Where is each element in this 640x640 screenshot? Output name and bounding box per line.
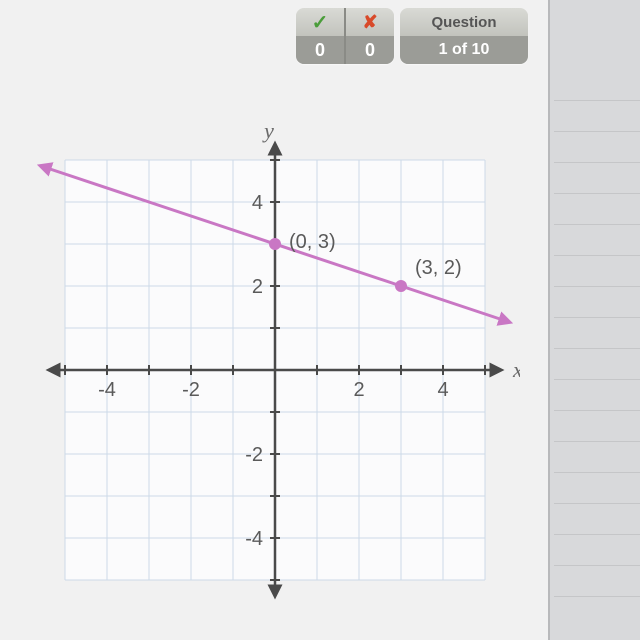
question-panel[interactable]: Question 1 of 10: [400, 8, 528, 64]
check-icon: ✓: [312, 10, 329, 35]
x-icon: ✘: [362, 12, 377, 33]
correct-header: ✓: [296, 8, 344, 36]
score-panel: ✓ ✘ 0 0: [296, 8, 394, 64]
svg-text:-2: -2: [182, 379, 200, 401]
svg-text:2: 2: [353, 379, 364, 401]
incorrect-header: ✘: [346, 8, 394, 36]
svg-text:(3, 2): (3, 2): [415, 257, 462, 279]
correct-count: 0: [296, 36, 344, 64]
svg-text:-4: -4: [98, 379, 116, 401]
svg-text:-2: -2: [245, 444, 263, 466]
toolbar: ✓ ✘ 0 0 Question 1 of 10: [296, 8, 528, 64]
svg-text:2: 2: [252, 276, 263, 298]
svg-text:y: y: [262, 118, 274, 143]
svg-text:x: x: [512, 357, 520, 382]
svg-text:(0, 3): (0, 3): [289, 231, 336, 253]
notebook-lines: [554, 70, 640, 640]
svg-text:-4: -4: [245, 528, 263, 550]
coordinate-graph: -4 -2 2 4 -4 -2 2 4 x y (0, 3) (3, 2): [30, 110, 520, 610]
main-panel: ✓ ✘ 0 0 Question 1 of 10 -4 -2 2 4 -4 -2 2 4 x y (…: [0, 0, 550, 640]
question-label: Question: [400, 8, 528, 36]
svg-text:4: 4: [252, 192, 263, 214]
svg-text:4: 4: [437, 379, 448, 401]
incorrect-count: 0: [346, 36, 394, 64]
question-progress: 1 of 10: [400, 36, 528, 64]
